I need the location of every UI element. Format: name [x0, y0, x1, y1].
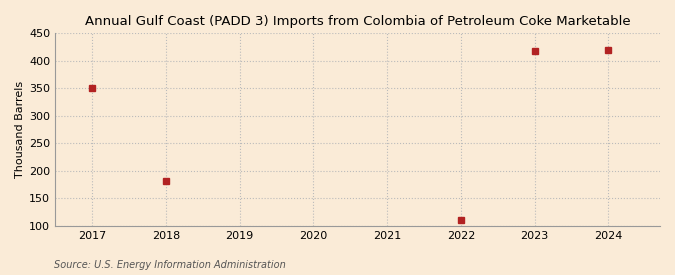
Text: Source: U.S. Energy Information Administration: Source: U.S. Energy Information Administ… — [54, 260, 286, 270]
Title: Annual Gulf Coast (PADD 3) Imports from Colombia of Petroleum Coke Marketable: Annual Gulf Coast (PADD 3) Imports from … — [85, 15, 630, 28]
Y-axis label: Thousand Barrels: Thousand Barrels — [15, 81, 25, 178]
